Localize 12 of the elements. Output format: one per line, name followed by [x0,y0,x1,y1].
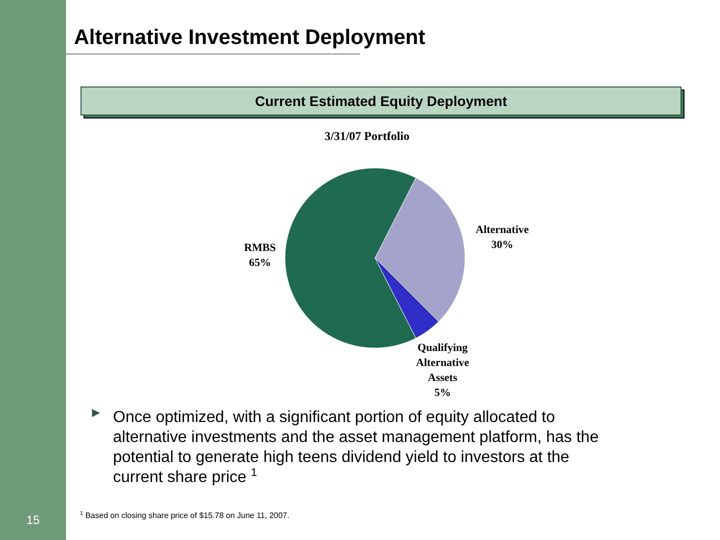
chart-title: Alternative Investment Deployment [74,26,426,49]
text: $^{1}$ Based on closing share price of $15.78 on June 11, 2007. [80,511,290,520]
data-label: 65% [249,257,271,269]
text: 3/31/07 Portfolio [324,129,410,143]
text: Once optimized, with a significant portion of equity allocated to alternative investments and the asset management platform, has the potential to generate high teens dividend yield to investors at the current share price $^{1}$ [113,409,599,486]
chart-subtitle: Current Estimated Equity Deployment [254,93,508,109]
data-label: 5% [434,387,451,400]
data-label: 30% [491,239,514,252]
text: 15 [26,513,40,527]
slice-label: RMBS [244,242,276,254]
slice-label: Qualifying Alternative Assets [416,342,470,384]
slice-label: Alternative [476,224,529,236]
